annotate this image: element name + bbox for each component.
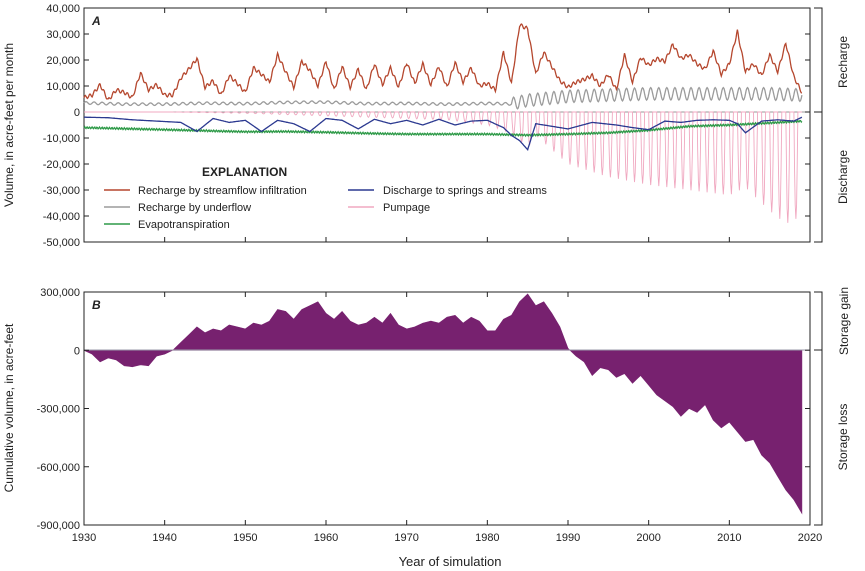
legend-title: EXPLANATION xyxy=(202,165,287,179)
panel-b-series xyxy=(83,293,803,515)
panel-a-series xyxy=(83,23,803,223)
panel-a-y-tick-label: 40,000 xyxy=(46,3,80,15)
x-tick-label: 2020 xyxy=(798,532,822,544)
x-tick-label: 1970 xyxy=(394,532,418,544)
legend-label-pumpage: Pumpage xyxy=(383,202,430,214)
panel-b-y-tick-label: -300,000 xyxy=(37,404,80,416)
panel-b-label: B xyxy=(92,298,101,312)
panel-b-y-axis-label: Cumulative volume, in acre-feet xyxy=(2,323,16,492)
panel-a-recharge-bracket xyxy=(814,7,823,113)
legend-label-springs: Discharge to springs and streams xyxy=(383,185,547,197)
panel-a-label: A xyxy=(91,14,101,28)
panel-a-discharge-label: Discharge xyxy=(836,150,850,204)
x-tick-label: 1990 xyxy=(556,532,580,544)
panel-a-y-axis-label: Volume, in acre-feet per month xyxy=(2,43,16,207)
x-tick-label: 2000 xyxy=(636,532,660,544)
panel-b-y-tick-label: -900,000 xyxy=(37,520,80,532)
x-axis-label: Year of simulation xyxy=(399,554,502,569)
panel-b-storage-loss-label: Storage loss xyxy=(836,404,850,471)
cumulative-storage-area xyxy=(83,293,803,515)
panel-a-y-ticks: 40,000 30,000 20,000 10,000 0 -10,000 -20,000 -… xyxy=(43,3,810,249)
panel-b-y-tick-label: -600,000 xyxy=(37,462,80,474)
legend-label-evapotranspiration: Evapotranspiration xyxy=(138,219,230,231)
panel-b: B 300,000 0 -300,000 -600,000 -900,000 Cumul… xyxy=(2,287,851,532)
panel-b-y-ticks: 300,000 0 -300,000 -600,000 -900,000 xyxy=(37,287,810,532)
series-line-recharge-by-streamflow-infiltration xyxy=(83,23,803,100)
panel-b-gain-bracket xyxy=(814,291,823,351)
panel-a-y-tick-label: -20,000 xyxy=(43,159,80,171)
series-line-recharge-by-underflow xyxy=(83,86,803,110)
panel-a-y-tick-label: -10,000 xyxy=(43,133,80,145)
panel-a-y-tick-label: -30,000 xyxy=(43,185,80,197)
panel-a-y-tick-label: 10,000 xyxy=(46,81,80,93)
panel-a-plot-frame xyxy=(83,7,811,243)
panel-b-loss-bracket xyxy=(814,349,823,526)
series-line-discharge-to-springs-and-streams xyxy=(84,116,803,152)
x-tick-label: 1950 xyxy=(233,532,257,544)
panel-a-y-tick-label: 30,000 xyxy=(46,29,80,41)
series-line-pumpage xyxy=(84,111,802,223)
panel-a-y-tick-label: -40,000 xyxy=(43,211,80,223)
panel-a: A 40,000 30,000 20,000 10,000 0 -10,000 -20,00… xyxy=(2,3,850,249)
x-tick-label: 1960 xyxy=(314,532,338,544)
series-line-evapotranspiration xyxy=(83,119,803,138)
panel-b-y-tick-label: 300,000 xyxy=(40,287,80,299)
panel-a-discharge-bracket xyxy=(814,111,823,243)
x-axis-ticks: 1930 1940 1950 1960 1970 1980 1990 2000 2010 2020 xyxy=(72,8,822,544)
panel-a-y-tick-label: -50,000 xyxy=(43,237,80,249)
legend-label-streamflow: Recharge by streamflow infiltration xyxy=(138,185,307,197)
panel-a-y-tick-label: 0 xyxy=(74,107,80,119)
legend: EXPLANATION Recharge by streamflow infil… xyxy=(104,165,547,231)
x-tick-label: 1940 xyxy=(152,532,176,544)
panel-b-y-tick-label: 0 xyxy=(74,345,80,357)
panel-a-y-tick-label: 20,000 xyxy=(46,55,80,67)
x-tick-label: 1980 xyxy=(475,532,499,544)
storage-gain-text: Storage gain xyxy=(837,287,851,355)
x-tick-label: 1930 xyxy=(72,532,96,544)
panel-b-storage-gain-label: Storage gain xyxy=(837,287,851,355)
panel-a-recharge-label: Recharge xyxy=(836,36,850,88)
x-tick-label: 2010 xyxy=(717,532,741,544)
legend-label-underflow: Recharge by underflow xyxy=(138,202,251,214)
